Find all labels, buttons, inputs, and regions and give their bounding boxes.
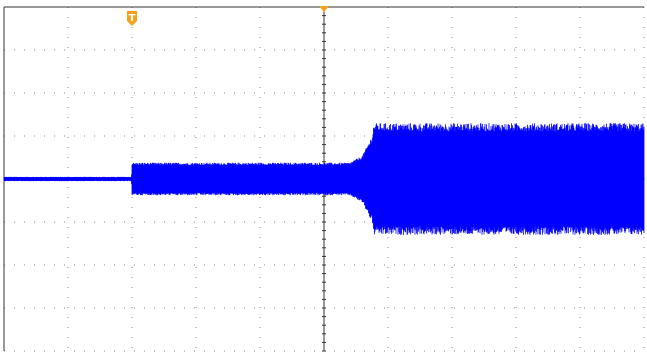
signal-trace: [3, 123, 645, 235]
marker-layer: T: [127, 6, 329, 26]
trigger-marker-label: T: [129, 13, 136, 24]
trigger-marker-icon: [127, 11, 137, 26]
time-reference-marker-icon: [319, 6, 329, 12]
trace-layer: [3, 123, 645, 235]
